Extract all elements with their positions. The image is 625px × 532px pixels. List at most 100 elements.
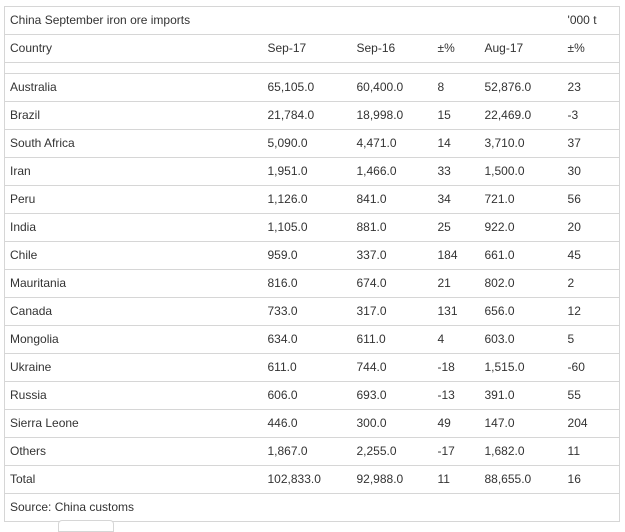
- aug-17-cell: 1,682.0: [479, 437, 563, 466]
- table-row: Peru 1,126.0 841.0 34 721.0 56: [4, 185, 620, 214]
- country-cell: Brazil: [4, 101, 263, 130]
- country-cell: Canada: [4, 297, 263, 326]
- sep-16-cell: 744.0: [351, 353, 433, 382]
- country-cell: South Africa: [4, 129, 263, 158]
- country-cell: Total: [4, 465, 263, 494]
- table-title: China September iron ore imports: [10, 13, 191, 27]
- sep-17-cell: 959.0: [262, 241, 352, 270]
- aug-17-cell: 1,515.0: [479, 353, 563, 382]
- yoy-change-cell: 33: [432, 157, 480, 186]
- header-aug-17: Aug-17: [479, 34, 563, 63]
- aug-17-cell: 391.0: [479, 381, 563, 410]
- yoy-change-cell: -18: [432, 353, 480, 382]
- sep-16-cell: 300.0: [351, 409, 433, 438]
- header-mom-change: ±%: [562, 34, 620, 63]
- country-cell: Chile: [4, 241, 263, 270]
- country-cell: Ukraine: [4, 353, 263, 382]
- mom-change-cell: 23: [562, 73, 620, 102]
- sep-16-cell: 18,998.0: [351, 101, 433, 130]
- table-row: Chile 959.0 337.0 184 661.0 45: [4, 241, 620, 270]
- yoy-change-cell: -13: [432, 381, 480, 410]
- aug-17-cell: 88,655.0: [479, 465, 563, 494]
- mom-change-cell: 56: [562, 185, 620, 214]
- aug-17-cell: 22,469.0: [479, 101, 563, 130]
- table-header-row: Country Sep-17 Sep-16 ±% Aug-17 ±%: [4, 34, 620, 63]
- sep-17-cell: 65,105.0: [262, 73, 352, 102]
- sep-16-cell: 337.0: [351, 241, 433, 270]
- mom-change-cell: 5: [562, 325, 620, 354]
- header-country: Country: [4, 34, 263, 63]
- table-row: Russia 606.0 693.0 -13 391.0 55: [4, 381, 620, 410]
- sep-16-cell: 1,466.0: [351, 157, 433, 186]
- sep-17-cell: 1,951.0: [262, 157, 352, 186]
- aug-17-cell: 1,500.0: [479, 157, 563, 186]
- yoy-change-cell: 14: [432, 129, 480, 158]
- header-sep-16: Sep-16: [351, 34, 433, 63]
- table-row: Australia 65,105.0 60,400.0 8 52,876.0 23: [4, 73, 620, 102]
- country-cell: Russia: [4, 381, 263, 410]
- country-cell: Peru: [4, 185, 263, 214]
- country-cell: India: [4, 213, 263, 242]
- aug-17-cell: 52,876.0: [479, 73, 563, 102]
- sep-17-cell: 816.0: [262, 269, 352, 298]
- sep-17-cell: 1,867.0: [262, 437, 352, 466]
- table-row: Others 1,867.0 2,255.0 -17 1,682.0 11: [4, 437, 620, 466]
- table-row: Canada 733.0 317.0 131 656.0 12: [4, 297, 620, 326]
- unit-label: '000 t: [567, 13, 597, 27]
- sep-16-cell: 881.0: [351, 213, 433, 242]
- aug-17-cell: 656.0: [479, 297, 563, 326]
- iron-ore-imports-table: China September iron ore imports '000 t …: [4, 6, 621, 522]
- sep-16-cell: 60,400.0: [351, 73, 433, 102]
- sep-16-cell: 611.0: [351, 325, 433, 354]
- aug-17-cell: 922.0: [479, 213, 563, 242]
- yoy-change-cell: 8: [432, 73, 480, 102]
- aug-17-cell: 603.0: [479, 325, 563, 354]
- table-row: Mauritania 816.0 674.0 21 802.0 2: [4, 269, 620, 298]
- source-row: Source: China customs: [4, 493, 620, 522]
- table-row: Sierra Leone 446.0 300.0 49 147.0 204: [4, 409, 620, 438]
- mom-change-cell: 20: [562, 213, 620, 242]
- country-cell: Sierra Leone: [4, 409, 263, 438]
- aug-17-cell: 721.0: [479, 185, 563, 214]
- yoy-change-cell: 49: [432, 409, 480, 438]
- table-row: India 1,105.0 881.0 25 922.0 20: [4, 213, 620, 242]
- table-row: Mongolia 634.0 611.0 4 603.0 5: [4, 325, 620, 354]
- table-title-row: China September iron ore imports '000 t: [5, 7, 620, 35]
- sep-17-cell: 21,784.0: [262, 101, 352, 130]
- header-yoy-change: ±%: [432, 34, 480, 63]
- table-row: Brazil 21,784.0 18,998.0 15 22,469.0 -3: [4, 101, 620, 130]
- country-cell: Mongolia: [4, 325, 263, 354]
- yoy-change-cell: 15: [432, 101, 480, 130]
- sep-17-cell: 446.0: [262, 409, 352, 438]
- aug-17-cell: 3,710.0: [479, 129, 563, 158]
- sep-17-cell: 102,833.0: [262, 465, 352, 494]
- yoy-change-cell: -17: [432, 437, 480, 466]
- mom-change-cell: 55: [562, 381, 620, 410]
- mom-change-cell: -3: [562, 101, 620, 130]
- mom-change-cell: 204: [562, 409, 620, 438]
- yoy-change-cell: 21: [432, 269, 480, 298]
- country-cell: Mauritania: [4, 269, 263, 298]
- mom-change-cell: 2: [562, 269, 620, 298]
- sep-16-cell: 2,255.0: [351, 437, 433, 466]
- sep-17-cell: 606.0: [262, 381, 352, 410]
- yoy-change-cell: 4: [432, 325, 480, 354]
- sep-16-cell: 693.0: [351, 381, 433, 410]
- yoy-change-cell: 11: [432, 465, 480, 494]
- sep-16-cell: 317.0: [351, 297, 433, 326]
- yoy-change-cell: 34: [432, 185, 480, 214]
- sep-17-cell: 5,090.0: [262, 129, 352, 158]
- country-cell: Australia: [4, 73, 263, 102]
- iron-ore-imports-table-container: China September iron ore imports '000 t …: [4, 6, 621, 522]
- sep-17-cell: 733.0: [262, 297, 352, 326]
- source-note: Source: China customs: [4, 493, 620, 522]
- sep-17-cell: 1,126.0: [262, 185, 352, 214]
- aug-17-cell: 147.0: [479, 409, 563, 438]
- tab-stub: [58, 520, 114, 532]
- sep-17-cell: 634.0: [262, 325, 352, 354]
- sep-16-cell: 92,988.0: [351, 465, 433, 494]
- sep-16-cell: 841.0: [351, 185, 433, 214]
- mom-change-cell: -60: [562, 353, 620, 382]
- sep-16-cell: 4,471.0: [351, 129, 433, 158]
- country-cell: Others: [4, 437, 263, 466]
